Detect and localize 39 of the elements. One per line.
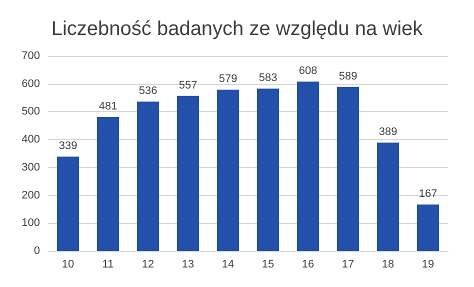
x-tick-label: 11	[102, 258, 114, 270]
chart-title: Liczebność badanych ze względu na wiek	[51, 18, 424, 40]
y-tick-label: 0	[34, 245, 40, 257]
bar	[417, 204, 439, 251]
bar	[337, 86, 359, 251]
y-tick-label: 400	[22, 134, 40, 146]
x-tick-label: 14	[222, 258, 234, 270]
data-label: 608	[298, 65, 318, 78]
bar	[377, 142, 399, 251]
data-label: 167	[418, 188, 438, 200]
x-tick-label: 10	[62, 258, 74, 270]
bar	[137, 102, 159, 251]
data-label: 339	[58, 140, 78, 152]
y-tick-label: 300	[22, 161, 40, 174]
data-label: 481	[98, 100, 118, 113]
y-tick-label: 600	[22, 78, 40, 90]
x-tick-label: 17	[342, 258, 354, 270]
bar	[57, 156, 79, 251]
y-tick-label: 500	[22, 106, 40, 118]
data-label: 557	[178, 79, 198, 92]
x-tick-label: 12	[142, 258, 154, 270]
bar	[257, 88, 279, 251]
x-tick-label: 19	[422, 258, 434, 270]
bar	[177, 96, 199, 251]
data-label: 583	[258, 72, 278, 84]
x-tick-label: 16	[302, 258, 314, 270]
y-tick-label: 100	[22, 217, 40, 230]
data-label: 589	[338, 70, 358, 82]
y-tick-label: 700	[22, 50, 40, 62]
bar	[217, 90, 239, 251]
bar	[297, 82, 319, 251]
data-label: 536	[138, 85, 158, 98]
bar	[97, 117, 119, 251]
data-label: 579	[218, 73, 238, 86]
x-tick-label: 15	[262, 258, 274, 270]
x-tick-label: 13	[182, 258, 194, 270]
x-tick-label: 18	[382, 258, 394, 270]
data-label: 389	[378, 126, 398, 138]
y-tick-label: 200	[22, 189, 40, 202]
